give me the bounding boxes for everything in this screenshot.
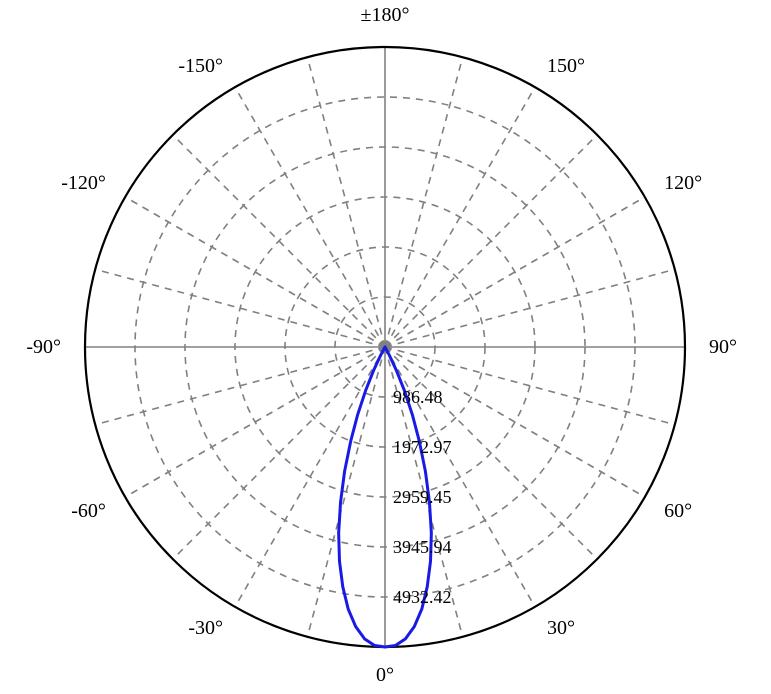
angle-label: 120° bbox=[664, 172, 702, 194]
angle-label: 60° bbox=[664, 500, 692, 522]
angle-label: 90° bbox=[709, 336, 737, 358]
grid-spoke bbox=[173, 135, 385, 347]
radial-axis-labels: 986.48 1972.97 2959.45 3945.94 4932.42 bbox=[393, 387, 452, 607]
angle-label: -30° bbox=[188, 617, 223, 639]
radial-tick-label: 2959.45 bbox=[393, 487, 452, 507]
angle-label: -120° bbox=[61, 172, 106, 194]
radial-tick-label: 4932.42 bbox=[393, 587, 452, 607]
angle-label: -90° bbox=[26, 336, 61, 358]
angle-label: ±180° bbox=[361, 4, 410, 26]
radial-tick-label: 3945.94 bbox=[393, 537, 452, 557]
polar-chart: 986.48 1972.97 2959.45 3945.94 4932.42 0° 30°… bbox=[0, 0, 771, 694]
radial-tick-label: 1972.97 bbox=[393, 437, 452, 457]
radial-tick-label: 986.48 bbox=[393, 387, 443, 407]
grid-spoke bbox=[385, 135, 597, 347]
angle-label: 150° bbox=[547, 55, 585, 77]
angle-label: -150° bbox=[178, 55, 223, 77]
angle-label: -60° bbox=[71, 500, 106, 522]
grid-spoke bbox=[173, 347, 385, 559]
angle-label: 0° bbox=[376, 664, 394, 686]
angle-label: 30° bbox=[547, 617, 575, 639]
